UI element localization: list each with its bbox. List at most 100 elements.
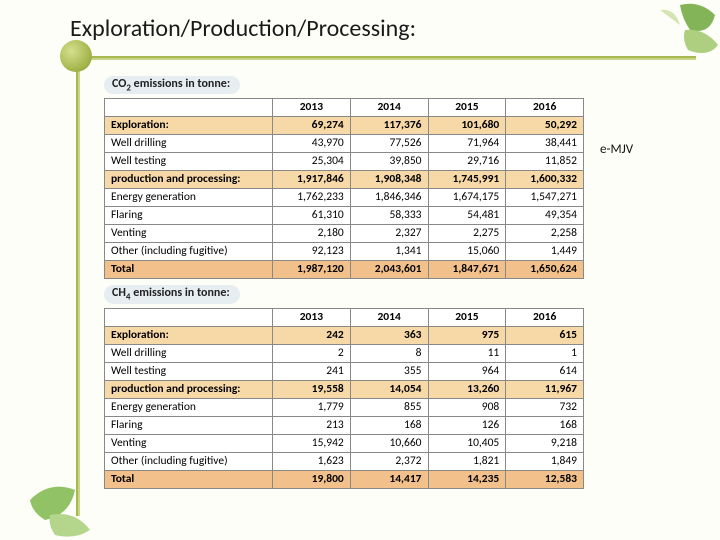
cell-value: 11 xyxy=(428,344,506,362)
cell-value: 241 xyxy=(273,362,351,380)
col-year: 2014 xyxy=(350,308,428,326)
cell-value: 101,680 xyxy=(428,117,506,135)
leaf-tr-icon xyxy=(630,0,720,60)
cell-value: 25,304 xyxy=(273,153,351,171)
col-year: 2013 xyxy=(273,308,351,326)
cell-value: 168 xyxy=(350,416,428,434)
cell-value: 1,745,991 xyxy=(428,171,506,189)
table-row: Flaring61,31058,33354,48149,354 xyxy=(105,207,584,225)
cell-value: 9,218 xyxy=(506,434,584,452)
cell-value: 43,970 xyxy=(273,135,351,153)
table-row: Well drilling43,97077,52671,96438,441 xyxy=(105,135,584,153)
table-row: Well testing241355964614 xyxy=(105,362,584,380)
col-year: 2014 xyxy=(350,99,428,117)
cell-value: 1,779 xyxy=(273,398,351,416)
cell-value: 54,481 xyxy=(428,207,506,225)
row-label: Total xyxy=(105,261,273,279)
cell-value: 975 xyxy=(428,326,506,344)
cell-value: 168 xyxy=(506,416,584,434)
row-label: Energy generation xyxy=(105,398,273,416)
cell-value: 1,600,332 xyxy=(506,171,584,189)
emissions-table: 2013201420152016Exploration:69,274117,37… xyxy=(104,98,584,279)
table-row: Venting2,1802,3272,2752,258 xyxy=(105,225,584,243)
table-row: production and processing:19,55814,05413… xyxy=(105,380,584,398)
cell-value: 38,441 xyxy=(506,135,584,153)
cell-value: 355 xyxy=(350,362,428,380)
cell-value: 126 xyxy=(428,416,506,434)
table-row: Energy generation1,779855908732 xyxy=(105,398,584,416)
table-row: Exploration:242363975615 xyxy=(105,326,584,344)
row-label: Exploration: xyxy=(105,117,273,135)
table-caption: CH4 emissions in tonne: xyxy=(104,285,240,303)
cell-value: 58,333 xyxy=(350,207,428,225)
cell-value: 14,054 xyxy=(350,380,428,398)
cell-value: 12,583 xyxy=(506,470,584,488)
table-row: Total1,987,1202,043,6011,847,6711,650,62… xyxy=(105,261,584,279)
table-caption: CO2 emissions in tonne: xyxy=(104,76,240,94)
row-label: production and processing: xyxy=(105,380,273,398)
cell-value: 39,850 xyxy=(350,153,428,171)
cell-value: 1,547,271 xyxy=(506,189,584,207)
cell-value: 2,180 xyxy=(273,225,351,243)
row-label: Exploration: xyxy=(105,326,273,344)
cell-value: 8 xyxy=(350,344,428,362)
cell-value: 1,917,846 xyxy=(273,171,351,189)
cell-value: 213 xyxy=(273,416,351,434)
cell-value: 14,235 xyxy=(428,470,506,488)
cell-value: 363 xyxy=(350,326,428,344)
cell-value: 2 xyxy=(273,344,351,362)
cell-value: 1,674,175 xyxy=(428,189,506,207)
table-row: Well testing25,30439,85029,71611,852 xyxy=(105,153,584,171)
cell-value: 15,942 xyxy=(273,434,351,452)
row-label: production and processing: xyxy=(105,171,273,189)
cell-value: 19,558 xyxy=(273,380,351,398)
frame-cap-icon xyxy=(60,40,92,72)
cell-value: 1,650,624 xyxy=(506,261,584,279)
frame-vertical xyxy=(76,56,80,516)
cell-value: 1,847,671 xyxy=(428,261,506,279)
cell-value: 71,964 xyxy=(428,135,506,153)
col-year: 2016 xyxy=(506,99,584,117)
col-blank xyxy=(105,99,273,117)
cell-value: 2,258 xyxy=(506,225,584,243)
row-label: Well testing xyxy=(105,362,273,380)
cell-value: 61,310 xyxy=(273,207,351,225)
emissions-table: 2013201420152016Exploration:242363975615… xyxy=(104,308,584,489)
cell-value: 2,327 xyxy=(350,225,428,243)
cell-value: 732 xyxy=(506,398,584,416)
cell-value: 1,449 xyxy=(506,243,584,261)
cell-value: 2,372 xyxy=(350,452,428,470)
cell-value: 908 xyxy=(428,398,506,416)
cell-value: 1 xyxy=(506,344,584,362)
col-blank xyxy=(105,308,273,326)
cell-value: 1,821 xyxy=(428,452,506,470)
cell-value: 1,908,348 xyxy=(350,171,428,189)
table-row: Flaring213168126168 xyxy=(105,416,584,434)
col-year: 2013 xyxy=(273,99,351,117)
cell-value: 855 xyxy=(350,398,428,416)
cell-value: 49,354 xyxy=(506,207,584,225)
col-year: 2015 xyxy=(428,99,506,117)
cell-value: 10,405 xyxy=(428,434,506,452)
cell-value: 13,260 xyxy=(428,380,506,398)
side-label: e-MJV xyxy=(600,142,633,157)
cell-value: 29,716 xyxy=(428,153,506,171)
cell-value: 1,762,233 xyxy=(273,189,351,207)
cell-value: 2,043,601 xyxy=(350,261,428,279)
cell-value: 1,341 xyxy=(350,243,428,261)
cell-value: 50,292 xyxy=(506,117,584,135)
cell-value: 242 xyxy=(273,326,351,344)
cell-value: 117,376 xyxy=(350,117,428,135)
cell-value: 964 xyxy=(428,362,506,380)
row-label: Well drilling xyxy=(105,344,273,362)
cell-value: 2,275 xyxy=(428,225,506,243)
leaf-bl-icon xyxy=(20,460,110,540)
row-label: Venting xyxy=(105,225,273,243)
cell-value: 10,660 xyxy=(350,434,428,452)
cell-value: 77,526 xyxy=(350,135,428,153)
row-label: Energy generation xyxy=(105,189,273,207)
col-year: 2015 xyxy=(428,308,506,326)
cell-value: 1,846,346 xyxy=(350,189,428,207)
cell-value: 15,060 xyxy=(428,243,506,261)
table-row: Energy generation1,762,2331,846,3461,674… xyxy=(105,189,584,207)
